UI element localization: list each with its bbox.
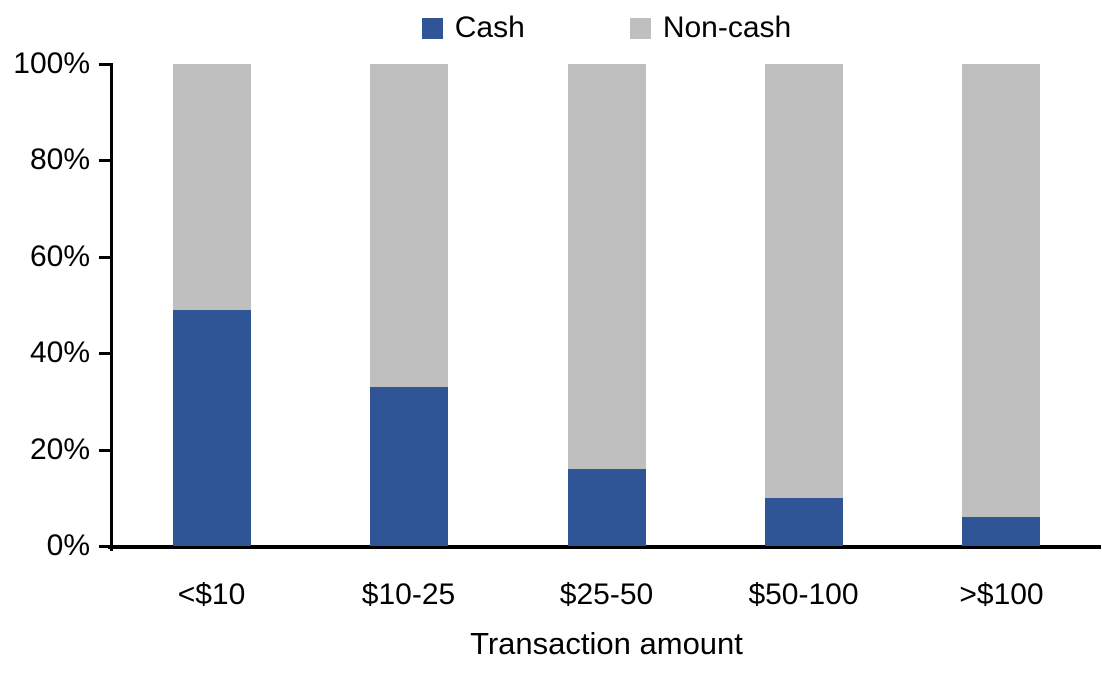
y-tick-label-100: 100% bbox=[13, 47, 90, 80]
bar-noncash-segment-1 bbox=[370, 64, 448, 387]
noncash-series-label: Non-cash bbox=[662, 11, 792, 44]
x-category-label-2: $25-50 bbox=[559, 578, 654, 611]
legend-item-cash: Cash bbox=[421, 10, 525, 46]
bar-cash-segment-0 bbox=[173, 310, 251, 546]
y-tick-label-20: 20% bbox=[29, 433, 90, 466]
cash-series-label: Cash bbox=[454, 11, 525, 44]
x-category-label-0: <$10 bbox=[177, 578, 246, 611]
x-axis-title: Transaction amount bbox=[470, 626, 743, 661]
x-axis-line bbox=[108, 545, 1101, 549]
bar-cash-segment-1 bbox=[370, 387, 448, 546]
cash-series-swatch-icon bbox=[421, 17, 443, 39]
noncash-series-swatch-icon bbox=[629, 17, 651, 39]
chart-legend: Cash Non-cash bbox=[113, 10, 1100, 46]
y-tick-label-80: 80% bbox=[29, 143, 90, 176]
bar-cash-segment-4 bbox=[962, 517, 1040, 546]
bar-noncash-segment-2 bbox=[568, 64, 646, 469]
x-category-label-3: $50-100 bbox=[748, 578, 859, 611]
bar-noncash-segment-4 bbox=[962, 64, 1040, 517]
bar-cash-segment-3 bbox=[765, 498, 843, 546]
y-tick-label-60: 60% bbox=[29, 240, 90, 273]
x-category-label-1: $10-25 bbox=[361, 578, 456, 611]
y-axis-line bbox=[110, 63, 113, 551]
plot-area bbox=[113, 64, 1100, 546]
bar-cash-segment-2 bbox=[568, 469, 646, 546]
bar-noncash-segment-0 bbox=[173, 64, 251, 310]
legend-item-noncash: Non-cash bbox=[629, 10, 792, 46]
bar-noncash-segment-3 bbox=[765, 64, 843, 498]
y-tick-label-0: 0% bbox=[46, 529, 90, 562]
x-category-label-4: >$100 bbox=[959, 578, 1044, 611]
y-tick-label-40: 40% bbox=[29, 336, 90, 369]
